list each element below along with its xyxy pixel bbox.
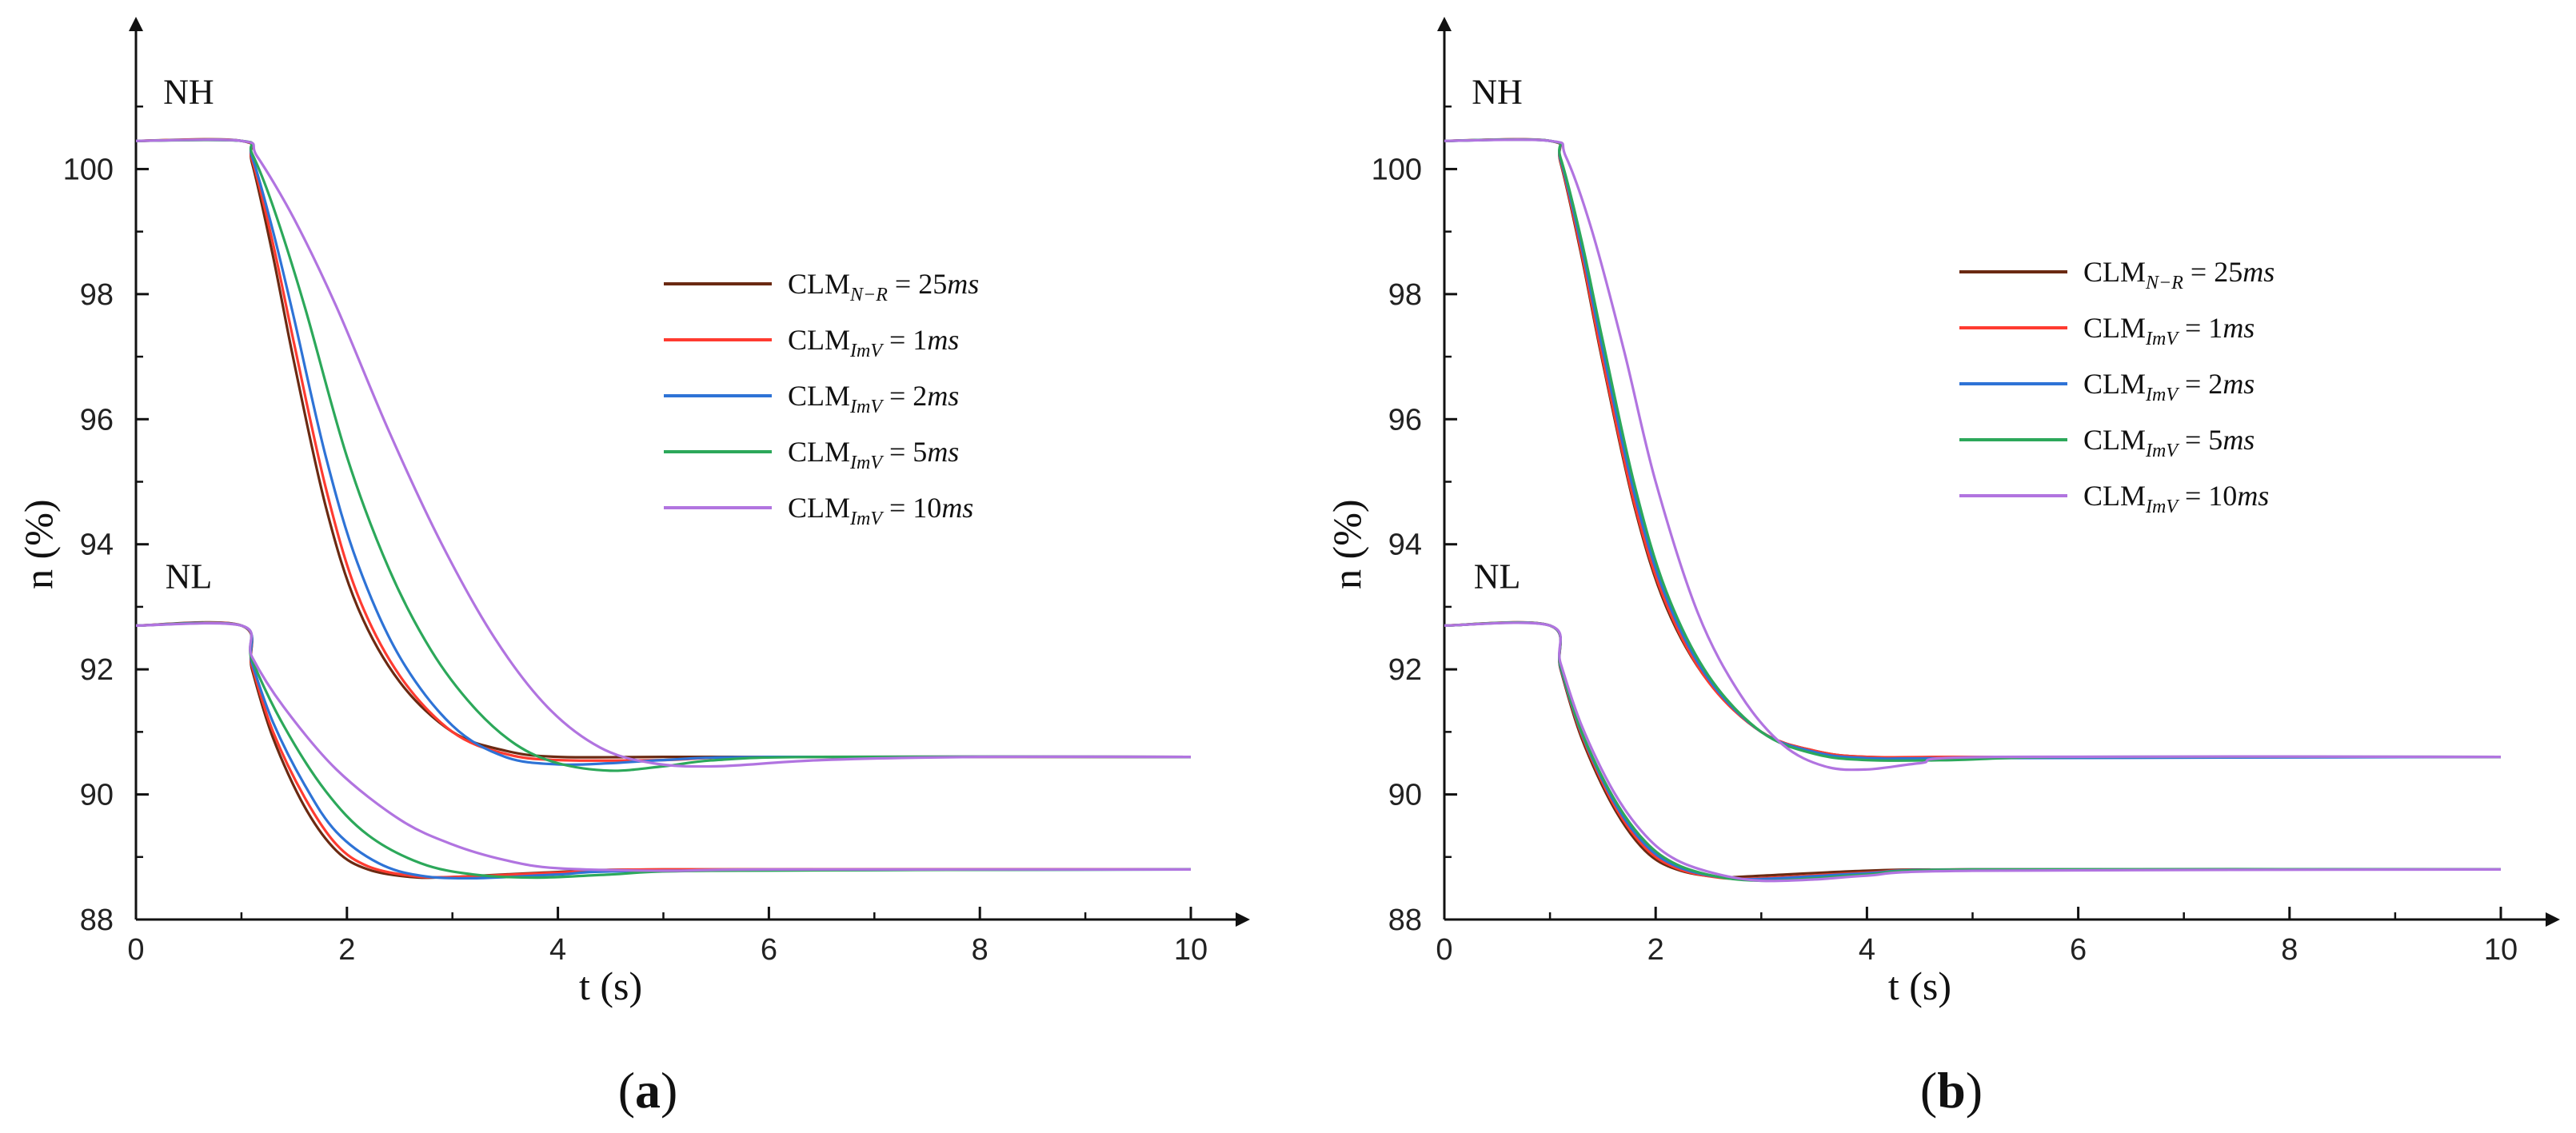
legend-entry-imv1: CLMImV = 1ms	[2083, 312, 2254, 349]
series-line-imv10-nl	[1444, 621, 2502, 883]
y-axis-title: n (%)	[1324, 499, 1369, 588]
x-tick-label: 4	[1859, 933, 1875, 967]
x-tick-label: 2	[338, 933, 355, 967]
x-axis-title: t (s)	[1888, 963, 1951, 1008]
x-tick-label: 10	[2484, 933, 2518, 967]
x-tick-label: 8	[972, 933, 988, 967]
nh-label: NH	[1472, 72, 1523, 111]
x-tick-label: 0	[127, 933, 144, 967]
y-tick-label: 88	[1388, 904, 1422, 937]
y-tick-label: 96	[80, 403, 114, 437]
legend: CLMN−R = 25ms CLMImV = 1ms CLMImV = 2ms CLM…	[1959, 256, 2274, 517]
nh-label: NH	[163, 72, 214, 111]
series-line-imv1-nh	[135, 138, 1192, 762]
y-tick-label: 100	[1372, 153, 1422, 186]
y-tick-label: 88	[80, 904, 114, 937]
y-tick-label: 100	[63, 153, 114, 186]
legend-entry-imv10: CLMImV = 10ms	[788, 492, 973, 529]
x-tick-label: 6	[761, 933, 777, 967]
series-line-imv2-nl	[135, 621, 1192, 880]
legend: CLMN−R = 25ms CLMImV = 1ms CLMImV = 2ms CLM…	[664, 268, 979, 529]
series-line-imv2-nl	[1444, 620, 2502, 881]
series-line-imv5-nl	[1444, 621, 2502, 883]
chart-panel-a: 0 2 4 6 8 10 88 90 92 94 96 98 100 t (s) n (%) NH NL CLMN…	[16, 17, 1250, 1119]
series-line-imv1-nl	[135, 621, 1192, 879]
series-line-imv5-nh	[1444, 138, 2502, 762]
series-line-nr25-nl	[1444, 620, 2502, 879]
series-line-imv5-nl	[135, 621, 1192, 880]
series-line-nr25-nh	[1444, 138, 2501, 759]
series-line-imv1-nh	[1444, 138, 2501, 759]
legend-entry-imv1: CLMImV = 1ms	[788, 324, 959, 361]
x-tick-label: 10	[1174, 933, 1208, 967]
chart-panel-b: 0 2 4 6 8 10 88 90 92 94 96 98 100 t (s) n (%) NH NL CLMN…	[1324, 17, 2560, 1119]
nl-label: NL	[166, 557, 213, 596]
x-tick-label: 0	[1436, 933, 1452, 967]
legend-entry-imv2: CLMImV = 2ms	[2083, 368, 2254, 405]
series-line-imv10-nl	[135, 621, 1192, 872]
legend-entry-imv2: CLMImV = 2ms	[788, 380, 959, 417]
panel-label-a: (a)	[618, 1062, 678, 1119]
x-tick-label: 2	[1647, 933, 1664, 967]
legend-entry-imv10: CLMImV = 10ms	[2083, 480, 2269, 517]
panel-label-b: (b)	[1920, 1062, 1983, 1119]
series-line-imv5-nh	[135, 138, 1192, 772]
y-axis-title: n (%)	[16, 499, 61, 588]
y-tick-label: 90	[1388, 779, 1422, 812]
legend-entry-nr25: CLMN−R = 25ms	[2083, 256, 2274, 293]
y-tick-label: 92	[1388, 653, 1422, 687]
y-tick-label: 94	[80, 529, 114, 562]
series-line-imv1-nl	[1444, 620, 2502, 880]
y-tick-label: 98	[1388, 278, 1422, 312]
nl-label: NL	[1474, 557, 1521, 596]
series-line-imv10-nh	[1444, 138, 2502, 772]
series-line-nr25-nh	[135, 138, 1191, 759]
y-tick-label: 96	[1388, 403, 1422, 437]
series-line-imv2-nh	[1444, 138, 2502, 760]
x-tick-label: 8	[2281, 933, 2298, 967]
series-line-nr25-nl	[135, 620, 1192, 880]
legend-entry-nr25: CLMN−R = 25ms	[788, 268, 979, 305]
x-axis-title: t (s)	[579, 963, 642, 1008]
series-line-imv2-nh	[135, 138, 1192, 767]
y-tick-label: 94	[1388, 529, 1422, 562]
series-line-imv10-nh	[135, 138, 1192, 768]
y-tick-label: 98	[80, 278, 114, 312]
y-tick-label: 90	[80, 779, 114, 812]
x-tick-label: 6	[2070, 933, 2087, 967]
legend-entry-imv5: CLMImV = 5ms	[788, 436, 959, 473]
x-tick-label: 4	[549, 933, 566, 967]
legend-entry-imv5: CLMImV = 5ms	[2083, 424, 2254, 461]
y-tick-label: 92	[80, 653, 114, 687]
